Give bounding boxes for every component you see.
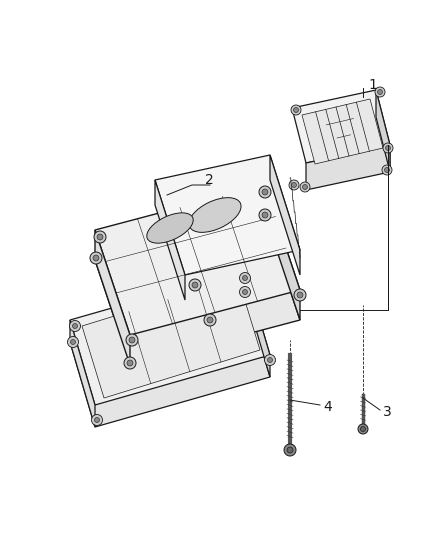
Circle shape (192, 282, 198, 288)
Circle shape (360, 426, 365, 432)
Circle shape (382, 165, 392, 175)
Circle shape (259, 209, 271, 221)
Circle shape (90, 252, 102, 264)
Polygon shape (95, 230, 130, 365)
Circle shape (240, 272, 251, 284)
Circle shape (287, 447, 293, 453)
Circle shape (93, 255, 99, 261)
Circle shape (94, 231, 106, 243)
Circle shape (259, 186, 271, 198)
Circle shape (189, 279, 201, 291)
Polygon shape (270, 155, 300, 275)
Polygon shape (155, 155, 300, 275)
Circle shape (297, 292, 303, 298)
Polygon shape (245, 270, 270, 377)
Circle shape (207, 317, 213, 323)
Circle shape (126, 334, 138, 346)
Circle shape (292, 182, 297, 188)
Circle shape (71, 340, 75, 344)
Circle shape (67, 336, 78, 348)
Polygon shape (70, 270, 270, 405)
Polygon shape (306, 145, 390, 190)
Circle shape (97, 234, 103, 240)
Circle shape (385, 146, 391, 150)
Circle shape (378, 90, 382, 94)
Circle shape (92, 415, 102, 425)
Polygon shape (95, 215, 300, 365)
Polygon shape (82, 278, 260, 398)
Circle shape (291, 105, 301, 115)
Circle shape (385, 167, 389, 173)
Circle shape (268, 358, 272, 362)
Polygon shape (376, 90, 390, 172)
Circle shape (375, 87, 385, 97)
Circle shape (293, 108, 299, 112)
Polygon shape (265, 185, 300, 320)
Circle shape (300, 182, 310, 192)
Circle shape (294, 289, 306, 301)
Polygon shape (155, 180, 185, 300)
Circle shape (73, 324, 78, 328)
Ellipse shape (147, 213, 193, 243)
Text: 4: 4 (323, 400, 332, 414)
Circle shape (383, 143, 393, 153)
Circle shape (284, 444, 296, 456)
Text: 1: 1 (368, 78, 377, 92)
Circle shape (70, 320, 81, 332)
Polygon shape (70, 320, 95, 427)
Circle shape (262, 212, 268, 218)
Circle shape (303, 184, 307, 190)
Text: 2: 2 (205, 173, 214, 187)
Circle shape (129, 337, 135, 343)
Circle shape (124, 357, 136, 369)
Circle shape (265, 354, 276, 366)
Circle shape (243, 276, 247, 280)
Text: 3: 3 (383, 405, 392, 419)
Circle shape (95, 417, 99, 423)
Circle shape (243, 289, 247, 295)
Circle shape (289, 180, 299, 190)
Polygon shape (302, 99, 383, 164)
Circle shape (127, 360, 133, 366)
Polygon shape (292, 90, 390, 163)
Circle shape (262, 189, 268, 195)
Ellipse shape (189, 198, 241, 232)
Polygon shape (70, 292, 270, 427)
Circle shape (358, 424, 368, 434)
Polygon shape (95, 185, 300, 335)
Circle shape (240, 287, 251, 297)
Circle shape (204, 314, 216, 326)
